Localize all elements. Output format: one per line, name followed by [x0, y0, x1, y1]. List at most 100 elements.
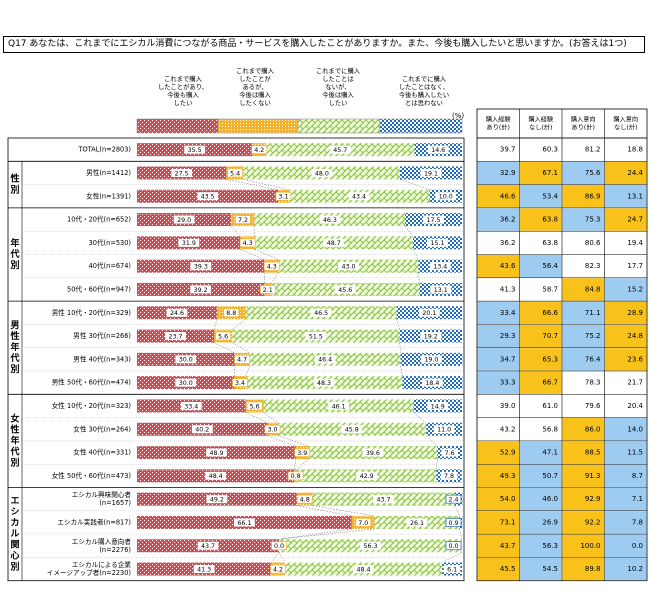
value-label: 19.1 — [424, 170, 438, 177]
value-label: 35.5 — [188, 147, 202, 154]
summary-cell: 43.2 — [500, 425, 516, 433]
summary-cell: 17.7 — [627, 262, 643, 270]
value-label-box — [296, 494, 313, 504]
group-label-char: 心 — [10, 551, 19, 562]
summary-header: 購入経験なし(計) — [528, 116, 554, 132]
value-label: 4.3 — [267, 263, 277, 270]
summary-cell-highlight — [562, 441, 605, 464]
value-label: 19.0 — [424, 357, 438, 364]
value-label: 2.4 — [448, 496, 458, 503]
summary-cell-highlight — [562, 278, 605, 301]
summary-cell: 23.6 — [627, 355, 643, 363]
value-label: 4.2 — [254, 147, 264, 154]
connector-line — [271, 552, 280, 563]
value-label-bg — [430, 285, 452, 294]
summary-cell: 81.2 — [585, 146, 601, 154]
summary-cell: 54.0 — [500, 495, 516, 503]
summary-header-line: なし(計) — [529, 124, 552, 132]
summary-cell-highlight — [477, 348, 520, 371]
value-label: 41.3 — [197, 566, 211, 573]
value-label-box — [263, 261, 280, 271]
value-label-bg — [435, 192, 457, 201]
value-label-bg — [171, 168, 193, 177]
summary-cell-highlight — [519, 557, 562, 581]
summary-header-line: あり(計) — [572, 124, 595, 132]
value-label: 19.2 — [424, 333, 438, 340]
category-label-line: イメージアップ者(n=2230) — [47, 569, 131, 577]
value-label-bg — [427, 238, 448, 247]
connector-line — [278, 528, 375, 540]
summary-cell: 33.3 — [500, 379, 516, 387]
value-label-bg — [319, 215, 341, 224]
summary-cell: 33.4 — [500, 309, 516, 317]
group-label-char: 代 — [9, 352, 19, 364]
summary-cell-highlight — [604, 301, 647, 324]
summary-cell-highlight — [477, 301, 520, 324]
summary-cell: 75.6 — [585, 169, 601, 177]
value-label: 29.0 — [177, 217, 191, 224]
summary-cell-highlight — [562, 301, 605, 324]
question-title: Q17 あなたは、これまでにエシカル消費につながる商品・サービスを購入したことが… — [3, 36, 645, 53]
summary-cell: 60.3 — [542, 146, 558, 154]
value-label-bg — [418, 308, 440, 317]
value-label: 8.8 — [226, 310, 236, 317]
value-label: 20.1 — [422, 310, 436, 317]
value-label-bg — [323, 238, 345, 247]
value-label-box — [355, 518, 372, 527]
value-label-bg — [443, 565, 461, 574]
summary-cell-highlight — [562, 161, 605, 185]
value-label: 7.6 — [445, 450, 455, 457]
summary-cell-highlight — [519, 534, 562, 557]
group-label-char: 男 — [10, 320, 19, 331]
legend-swatch-4 — [379, 118, 463, 134]
value-label: 43.5 — [201, 194, 215, 201]
value-label-bg — [433, 425, 455, 434]
connector-line — [245, 412, 268, 423]
value-label: 27.5 — [175, 170, 189, 177]
summary-cell: 56.4 — [542, 262, 558, 270]
summary-cell-highlight — [477, 371, 520, 394]
summary-cell: 50.7 — [542, 472, 558, 480]
summary-cell: 0.0 — [632, 542, 643, 550]
summary-cell: 7.1 — [632, 495, 643, 503]
value-label: 46.3 — [323, 217, 337, 224]
value-label-bg — [329, 145, 351, 154]
value-label: 39.6 — [366, 450, 380, 457]
value-label-bg — [328, 401, 350, 410]
summary-cell: 13.1 — [627, 192, 643, 200]
value-label-box — [223, 308, 240, 318]
value-label: 46.4 — [318, 357, 332, 364]
summary-cell: 36.2 — [500, 239, 516, 247]
summary-header: 購入意向なし(計) — [613, 116, 638, 132]
value-label-bg — [362, 448, 384, 457]
connector-line — [232, 342, 250, 354]
summary-cell-highlight — [604, 324, 647, 348]
value-label: 10.0 — [439, 194, 453, 201]
value-label: 43.7 — [201, 543, 215, 550]
summary-cell-highlight — [477, 185, 520, 208]
summary-cell: 88.5 — [585, 449, 601, 457]
value-label-box — [215, 331, 231, 341]
connector-line — [231, 225, 241, 237]
summary-cell: 73.1 — [500, 518, 516, 526]
group-label-char: 性 — [10, 423, 19, 435]
summary-cell: 24.8 — [627, 332, 643, 340]
value-label-bg — [429, 262, 451, 271]
value-label-bg — [166, 308, 188, 317]
summary-cell: 71.1 — [585, 309, 601, 317]
value-label: 18.4 — [425, 380, 439, 387]
value-label-bg — [441, 448, 458, 457]
value-label: 14.6 — [431, 147, 445, 154]
summary-cell-highlight — [477, 441, 520, 464]
summary-cell: 21.7 — [627, 379, 643, 387]
summary-cell: 18.8 — [627, 146, 643, 154]
value-label-bg — [338, 262, 359, 271]
value-label: 43.0 — [342, 263, 356, 270]
summary-cell: 56.8 — [542, 425, 558, 433]
group-label-char: 年 — [10, 434, 19, 446]
summary-cell-highlight — [604, 418, 647, 441]
summary-cell: 24.7 — [627, 216, 643, 224]
summary-cell-highlight — [604, 348, 647, 371]
connector-line — [296, 458, 309, 470]
value-label-bg — [334, 285, 356, 294]
